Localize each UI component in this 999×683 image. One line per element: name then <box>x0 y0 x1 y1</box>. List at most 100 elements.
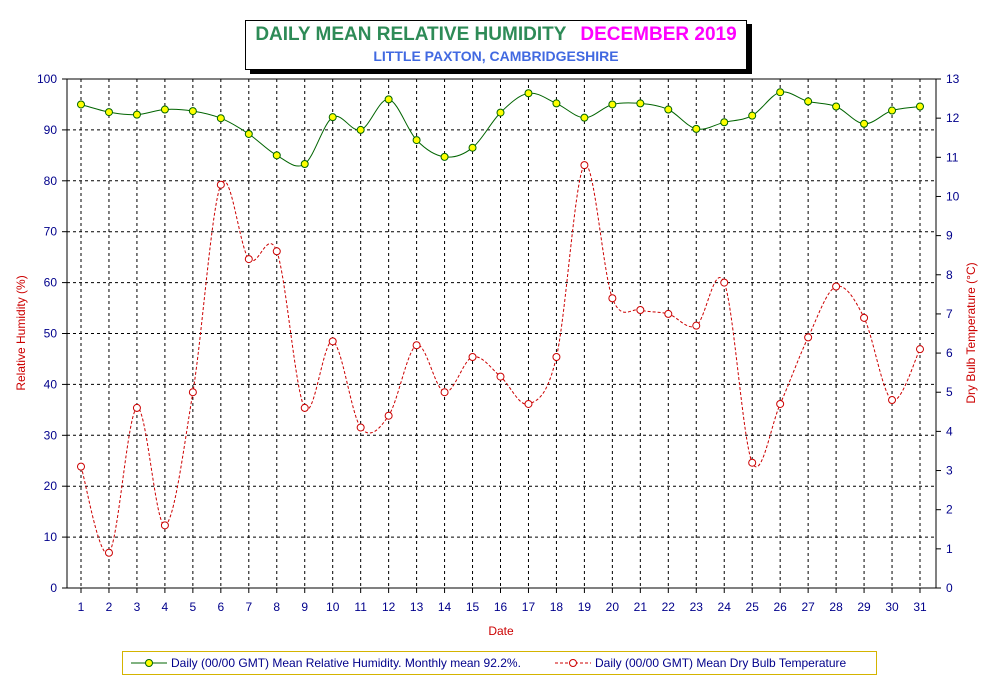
legend: Daily (00/00 GMT) Mean Relative Humidity… <box>122 651 877 675</box>
x-tick-label: 7 <box>245 600 252 614</box>
humidity-point <box>552 99 561 108</box>
x-tick-label: 2 <box>106 600 113 614</box>
x-tick-label: 22 <box>662 600 676 614</box>
humidity-point <box>748 111 757 120</box>
humidity-point <box>636 99 645 108</box>
x-tick-label: 21 <box>634 600 648 614</box>
humidity-point <box>720 118 729 127</box>
x-tick-label: 29 <box>857 600 871 614</box>
legend-swatch-temperature <box>555 659 591 667</box>
y-tick-label-left: 40 <box>44 377 58 391</box>
temperature-point <box>412 341 421 350</box>
humidity-point <box>188 107 197 116</box>
x-tick-label: 31 <box>913 600 927 614</box>
x-tick-label: 14 <box>438 600 452 614</box>
temperature-point <box>77 462 85 471</box>
legend-item-temperature: Daily (00/00 GMT) Mean Dry Bulb Temperat… <box>555 656 846 670</box>
x-tick-label: 19 <box>578 600 592 614</box>
y-tick-label-left: 10 <box>44 530 58 544</box>
x-tick-label: 17 <box>522 600 536 614</box>
temperature-point <box>748 458 757 467</box>
humidity-point <box>860 119 869 128</box>
y-tick-label-left: 20 <box>44 479 58 493</box>
humidity-point <box>496 108 505 117</box>
temperature-point <box>608 294 617 303</box>
x-tick-label: 23 <box>690 600 704 614</box>
humidity-point <box>160 105 169 114</box>
y-tick-label-right: 5 <box>946 385 953 399</box>
y-tick-label-right: 6 <box>946 346 953 360</box>
humidity-point <box>412 136 421 145</box>
x-tick-label: 3 <box>134 600 141 614</box>
y-tick-label-right: 13 <box>946 72 960 86</box>
x-tick-label: 15 <box>466 600 480 614</box>
temperature-point <box>328 337 337 346</box>
legend-item-humidity: Daily (00/00 GMT) Mean Relative Humidity… <box>131 656 521 670</box>
temperature-point <box>300 403 309 412</box>
temperature-point <box>832 282 841 291</box>
humidity-point <box>328 113 337 122</box>
x-tick-label: 28 <box>829 600 843 614</box>
legend-label-humidity: Daily (00/00 GMT) Mean Relative Humidity… <box>171 656 521 670</box>
y-tick-label-right: 9 <box>946 229 953 243</box>
y-tick-label-left: 30 <box>44 428 58 442</box>
y-tick-label-left: 50 <box>44 327 58 341</box>
y-tick-label-left: 0 <box>50 581 57 595</box>
humidity-point <box>244 129 253 138</box>
temperature-point <box>888 396 897 405</box>
temperature-point <box>440 388 449 397</box>
y-tick-label-left: 100 <box>37 72 57 86</box>
x-tick-label: 16 <box>494 600 508 614</box>
x-tick-label: 1 <box>78 600 85 614</box>
temperature-point <box>132 403 141 412</box>
temperature-point <box>244 255 253 264</box>
humidity-point <box>384 95 393 104</box>
humidity-point <box>356 125 365 134</box>
y-axis-label-right: Dry Bulb Temperature (°C) <box>964 262 978 403</box>
humidity-point <box>300 160 309 169</box>
temperature-point <box>216 180 225 189</box>
x-tick-label: 9 <box>301 600 308 614</box>
x-tick-label: 4 <box>162 600 169 614</box>
x-tick-label: 10 <box>326 600 340 614</box>
temperature-point <box>580 161 589 170</box>
legend-label-temperature: Daily (00/00 GMT) Mean Dry Bulb Temperat… <box>595 656 847 670</box>
y-tick-label-left: 90 <box>44 123 58 137</box>
temperature-point <box>272 247 281 256</box>
y-tick-label-right: 11 <box>946 150 959 164</box>
x-tick-label: 13 <box>410 600 424 614</box>
humidity-point <box>216 114 225 123</box>
humidity-point <box>832 102 841 111</box>
temperature-point <box>524 399 533 408</box>
humidity-point <box>580 113 589 122</box>
x-tick-label: 25 <box>746 600 760 614</box>
x-axis: 1 2 3 4 5 6 7 8 9 10 11 12 13 14 15 16 17 18 19 20 21 22 23 24 2… <box>78 588 927 614</box>
humidity-point <box>272 151 281 160</box>
temperature-point <box>636 306 645 315</box>
temperature-point <box>776 399 785 408</box>
y-tick-label-right: 8 <box>946 268 953 282</box>
x-tick-label: 24 <box>718 600 732 614</box>
chart-title-month: DECEMBER 2019 <box>580 24 737 45</box>
humidity-point <box>468 143 477 152</box>
x-tick-label: 5 <box>190 600 197 614</box>
left-axis: 0 10 20 30 40 50 60 70 80 90 100 <box>37 72 67 595</box>
y-tick-label-left: 70 <box>44 225 58 239</box>
x-tick-label: 8 <box>273 600 280 614</box>
x-tick-label: 27 <box>801 600 815 614</box>
y-tick-label-left: 60 <box>44 276 58 290</box>
x-tick-label: 11 <box>354 600 367 614</box>
x-axis-label: Date <box>488 624 514 638</box>
humidity-point <box>804 97 813 106</box>
series-markers <box>77 88 924 557</box>
x-tick-label: 20 <box>606 600 620 614</box>
x-tick-label: 26 <box>773 600 787 614</box>
y-tick-label-right: 1 <box>946 542 953 556</box>
y-axis-label-left: Relative Humidity (%) <box>14 275 28 390</box>
temperature-point <box>860 313 869 322</box>
temperature-point <box>188 388 197 397</box>
chart-subtitle: LITTLE PAXTON, CAMBRIDGESHIRE <box>373 48 619 64</box>
y-tick-label-right: 12 <box>946 111 960 125</box>
temperature-point <box>384 411 393 420</box>
